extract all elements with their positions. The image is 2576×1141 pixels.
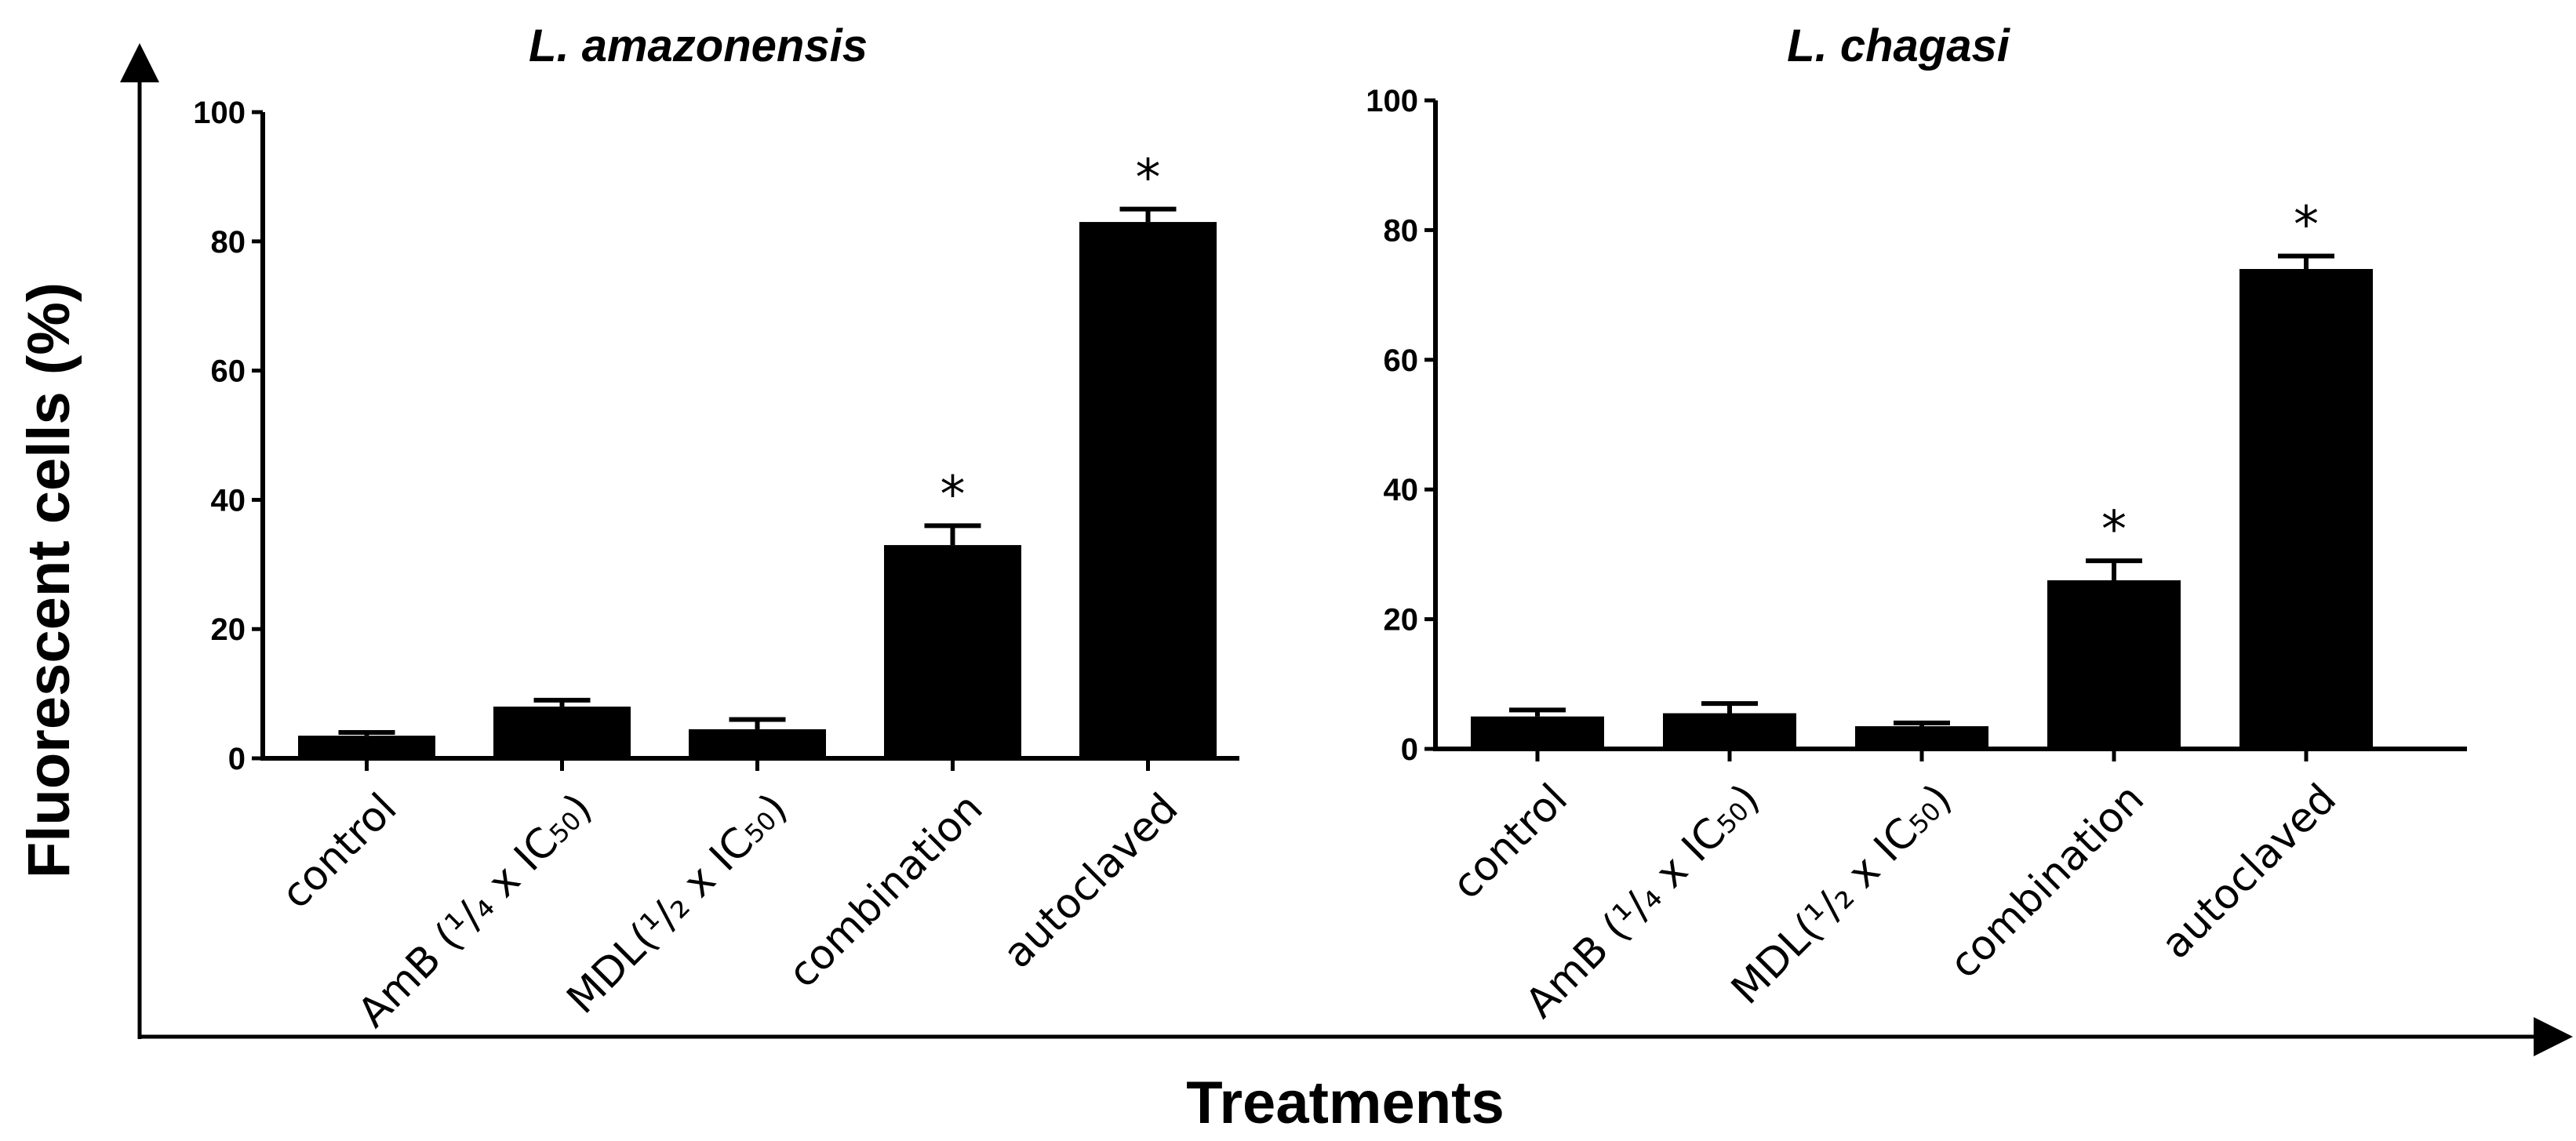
category-label: control: [1443, 775, 1577, 908]
chart-title: L. amazonensis: [529, 20, 868, 71]
y-tick-label: 60: [211, 354, 246, 389]
figure-y-label: Fluorescent cells (%): [16, 282, 82, 878]
y-tick-label: 40: [211, 483, 246, 518]
bar: [884, 545, 1021, 758]
y-tick-label: 100: [193, 96, 246, 130]
bar: [1855, 726, 1988, 749]
bar: [2239, 269, 2373, 749]
y-tick-label: 100: [1366, 84, 1418, 118]
category-label: autoclaved: [2152, 775, 2345, 968]
y-tick-label: 0: [1401, 732, 1418, 767]
y-tick-label: 80: [1384, 213, 1419, 248]
significance-marker: *: [2294, 196, 2319, 254]
significance-marker: *: [941, 466, 966, 524]
figure-x-label: Treatments: [1186, 1070, 1504, 1136]
category-label: control: [272, 784, 406, 918]
bar: [298, 736, 435, 758]
bar: [689, 729, 826, 758]
category-label: autoclaved: [994, 784, 1187, 977]
y-tick-label: 40: [1384, 473, 1419, 507]
chart-title: L. chagasi: [1787, 20, 2011, 71]
y-tick-label: 20: [1384, 603, 1419, 638]
bar: [1663, 713, 1796, 749]
y-tick-label: 0: [228, 742, 246, 776]
significance-marker: *: [2101, 501, 2127, 559]
bar: [493, 707, 631, 758]
significance-marker: *: [1136, 150, 1161, 208]
y-tick-label: 80: [211, 225, 246, 260]
bar: [1079, 222, 1217, 759]
y-tick-label: 60: [1384, 343, 1419, 378]
y-tick-label: 20: [211, 612, 246, 647]
bar: [2047, 580, 2181, 749]
category-label: combination: [1941, 775, 2153, 987]
bar: [1471, 716, 1604, 749]
category-label: combination: [779, 784, 991, 997]
